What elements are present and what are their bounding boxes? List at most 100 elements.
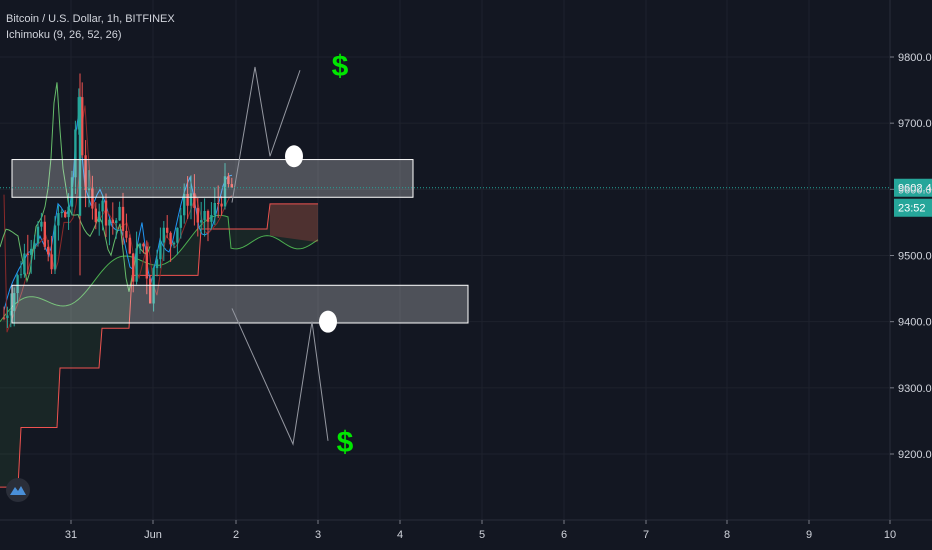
- x-tick-label: 6: [561, 529, 567, 541]
- candle-body: [104, 200, 108, 226]
- candle-body: [94, 208, 97, 223]
- candle-body: [179, 215, 182, 228]
- candle-body: [230, 184, 233, 188]
- x-tick-label: 4: [397, 529, 403, 541]
- candlesticks: [2, 73, 233, 329]
- y-tick-label: 9300.0: [898, 383, 932, 395]
- resistance-zone[interactable]: [11, 159, 414, 198]
- marker-dot-top[interactable]: [285, 145, 303, 168]
- candle-body: [149, 278, 152, 304]
- annotation-dollar-top[interactable]: $: [332, 50, 349, 83]
- candle-body: [30, 248, 33, 255]
- x-tick-label: Jun: [144, 529, 162, 541]
- leading-span-a: [0, 214, 319, 322]
- candle-body: [19, 274, 23, 276]
- chart-legend: Bitcoin / U.S. Dollar, 1h, BITFINEX Ichi…: [6, 11, 175, 43]
- candle-body: [210, 215, 213, 222]
- candle-body: [193, 193, 196, 208]
- candle-body: [81, 97, 84, 156]
- projection-down-path[interactable]: [231, 308, 329, 446]
- candle-body: [189, 193, 193, 206]
- candle-body: [60, 211, 63, 214]
- candle-body: [213, 202, 216, 216]
- marker-dot-bottom[interactable]: [319, 310, 337, 333]
- candle-body: [166, 227, 169, 233]
- candle-body: [132, 253, 135, 282]
- candle-body: [227, 176, 230, 185]
- candle-body: [206, 210, 210, 222]
- x-tick-label: 8: [724, 529, 730, 541]
- candle-body: [196, 207, 199, 223]
- candle-body: [36, 226, 40, 244]
- candle-body: [162, 227, 165, 243]
- projection-paths[interactable]: [231, 66, 337, 446]
- candle-body: [186, 193, 189, 206]
- candle-body: [78, 96, 82, 216]
- y-tick-label: 9400.0: [898, 317, 932, 329]
- ichimoku-cloud: [0, 203, 319, 488]
- time-axis[interactable]: 31 Jun 2 3 4 5 6 7 8 9 10: [0, 519, 932, 541]
- candle-body: [155, 259, 159, 269]
- x-tick-label: 7: [643, 529, 649, 541]
- candle-body: [67, 206, 70, 218]
- candle-body: [74, 129, 77, 178]
- candle-body: [115, 220, 118, 224]
- logo-icon[interactable]: [6, 478, 30, 502]
- candle-body: [53, 225, 57, 270]
- candle-body: [138, 243, 142, 249]
- candle-body: [169, 232, 172, 245]
- y-tick-label: 9700.0: [898, 118, 932, 130]
- candle-body: [108, 219, 111, 226]
- candle-body: [200, 220, 203, 223]
- candle-body: [145, 246, 148, 279]
- candle-body: [111, 219, 114, 224]
- candle-body: [64, 211, 67, 218]
- y-tick-label: 9600.0: [898, 184, 932, 196]
- y-tick-label: 9200.0: [898, 449, 932, 461]
- candle-body: [26, 253, 29, 255]
- x-tick-label: 31: [65, 529, 77, 541]
- candle-body: [142, 243, 145, 247]
- last-price-line: 9602.4 23:52: [0, 178, 932, 217]
- support-zone[interactable]: [11, 284, 469, 324]
- x-tick-label: 3: [315, 529, 321, 541]
- cloud-bearish-fill: [270, 203, 318, 243]
- candle-body: [159, 242, 162, 260]
- candle-body: [50, 254, 53, 270]
- candle-body: [172, 242, 176, 245]
- candle-body: [2, 317, 6, 319]
- countdown-tag: [894, 198, 932, 217]
- projection-up-path[interactable]: [231, 66, 301, 203]
- candle-body: [6, 315, 9, 318]
- countdown-value: 23:52: [898, 203, 926, 215]
- candle-body: [223, 176, 227, 207]
- indicator-title[interactable]: Ichimoku (9, 26, 52, 26): [6, 29, 122, 41]
- candle-body: [118, 206, 121, 221]
- x-tick-label: 2: [233, 529, 239, 541]
- candle-body: [43, 221, 46, 247]
- candle-body: [98, 211, 101, 223]
- price-axis[interactable]: 9200.0 9300.0 9400.0 9500.0 9600.0 9700.0 9800…: [889, 0, 932, 520]
- candle-body: [9, 310, 12, 316]
- annotation-dollar-bottom[interactable]: $: [337, 426, 354, 459]
- candle-body: [217, 202, 220, 204]
- candle-body: [135, 248, 138, 282]
- symbol-title[interactable]: Bitcoin / U.S. Dollar, 1h, BITFINEX: [6, 13, 175, 25]
- candle-body: [16, 275, 19, 294]
- candle-body: [70, 177, 74, 207]
- candle-body: [57, 213, 60, 226]
- candle-body: [176, 227, 179, 243]
- candle-body: [128, 237, 131, 254]
- drawing-zones[interactable]: [11, 159, 469, 324]
- y-tick-label: 9500.0: [898, 251, 932, 263]
- candle-body: [121, 206, 125, 231]
- candle-body: [125, 230, 128, 238]
- candle-body: [152, 268, 155, 304]
- candle-body: [33, 243, 36, 249]
- candle-body: [40, 221, 43, 227]
- x-tick-label: 5: [479, 529, 485, 541]
- x-tick-label: 9: [806, 529, 812, 541]
- candle-body: [87, 188, 91, 191]
- candle-body: [101, 200, 104, 212]
